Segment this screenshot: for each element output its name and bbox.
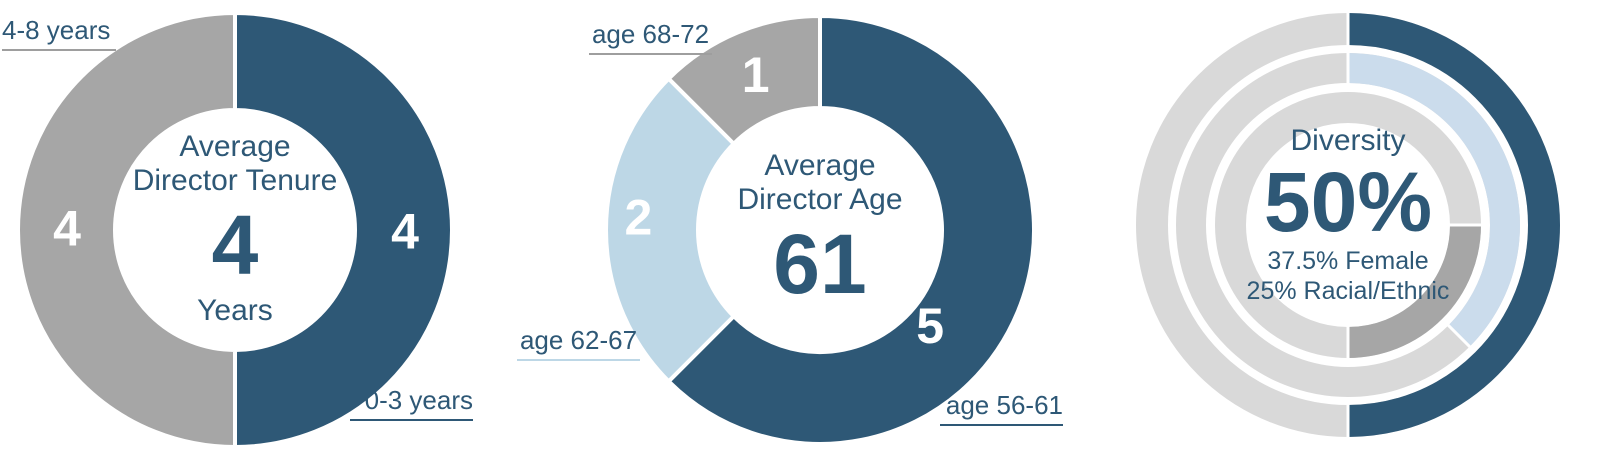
diversity-ring-female-divider — [1446, 323, 1472, 349]
age-segment-age-68-72 — [665, 13, 822, 147]
age-title-line2: Director Age — [737, 183, 903, 216]
age-callout-age-68-72: age 68-72 — [589, 19, 712, 55]
age-segment-age-62-67-value: 2 — [625, 189, 653, 245]
age-segment-age-62-67 — [604, 75, 737, 385]
tenure-segment-0-3-years-value: 4 — [391, 203, 419, 259]
age-segment-age-56-61-value: 5 — [916, 298, 944, 354]
age-segment-age-68-72-value: 1 — [742, 47, 770, 103]
diversity-female-percent: 37.5% Female — [1267, 247, 1429, 275]
diversity-center-label: Diversity 50% 37.5% Female 25% Racial/Et… — [1247, 124, 1450, 306]
diversity-ring-female-arc — [1347, 53, 1520, 347]
tenure-segment-4-8-years-value: 4 — [53, 201, 81, 257]
tenure-segment-0-3-years — [233, 10, 454, 450]
tenure-average-value: 4 — [211, 198, 259, 292]
diversity-ring-total-diversity-arc — [1347, 13, 1560, 437]
diversity-ring-racial-ethnic-arc — [1347, 224, 1481, 358]
diversity-total-percent: 50% — [1263, 155, 1433, 249]
tenure-center-label: Average Director Tenure 4 Years — [133, 130, 338, 328]
tenure-title-line1: Average — [179, 130, 291, 163]
tenure-callout-4-8-years: 4-8 years — [2, 15, 116, 51]
age-callout-age-62-67: age 62-67 — [517, 325, 640, 361]
diversity-racial-ethnic-percent: 25% Racial/Ethnic — [1246, 277, 1450, 305]
tenure-unit-label: Years — [197, 294, 273, 327]
age-segment-age-56-61 — [665, 13, 1036, 446]
diversity-title: Diversity — [1290, 124, 1406, 157]
age-center-label: Average Director Age 61 — [737, 149, 902, 311]
age-callout-age-56-61: age 56-61 — [940, 390, 1063, 426]
age-title-line1: Average — [764, 149, 876, 182]
tenure-callout-0-3-years: 0-3 years — [350, 385, 473, 421]
age-average-value: 61 — [773, 217, 867, 311]
tenure-title-line2: Director Tenure — [132, 164, 338, 197]
tenure-segment-4-8-years — [16, 10, 237, 450]
